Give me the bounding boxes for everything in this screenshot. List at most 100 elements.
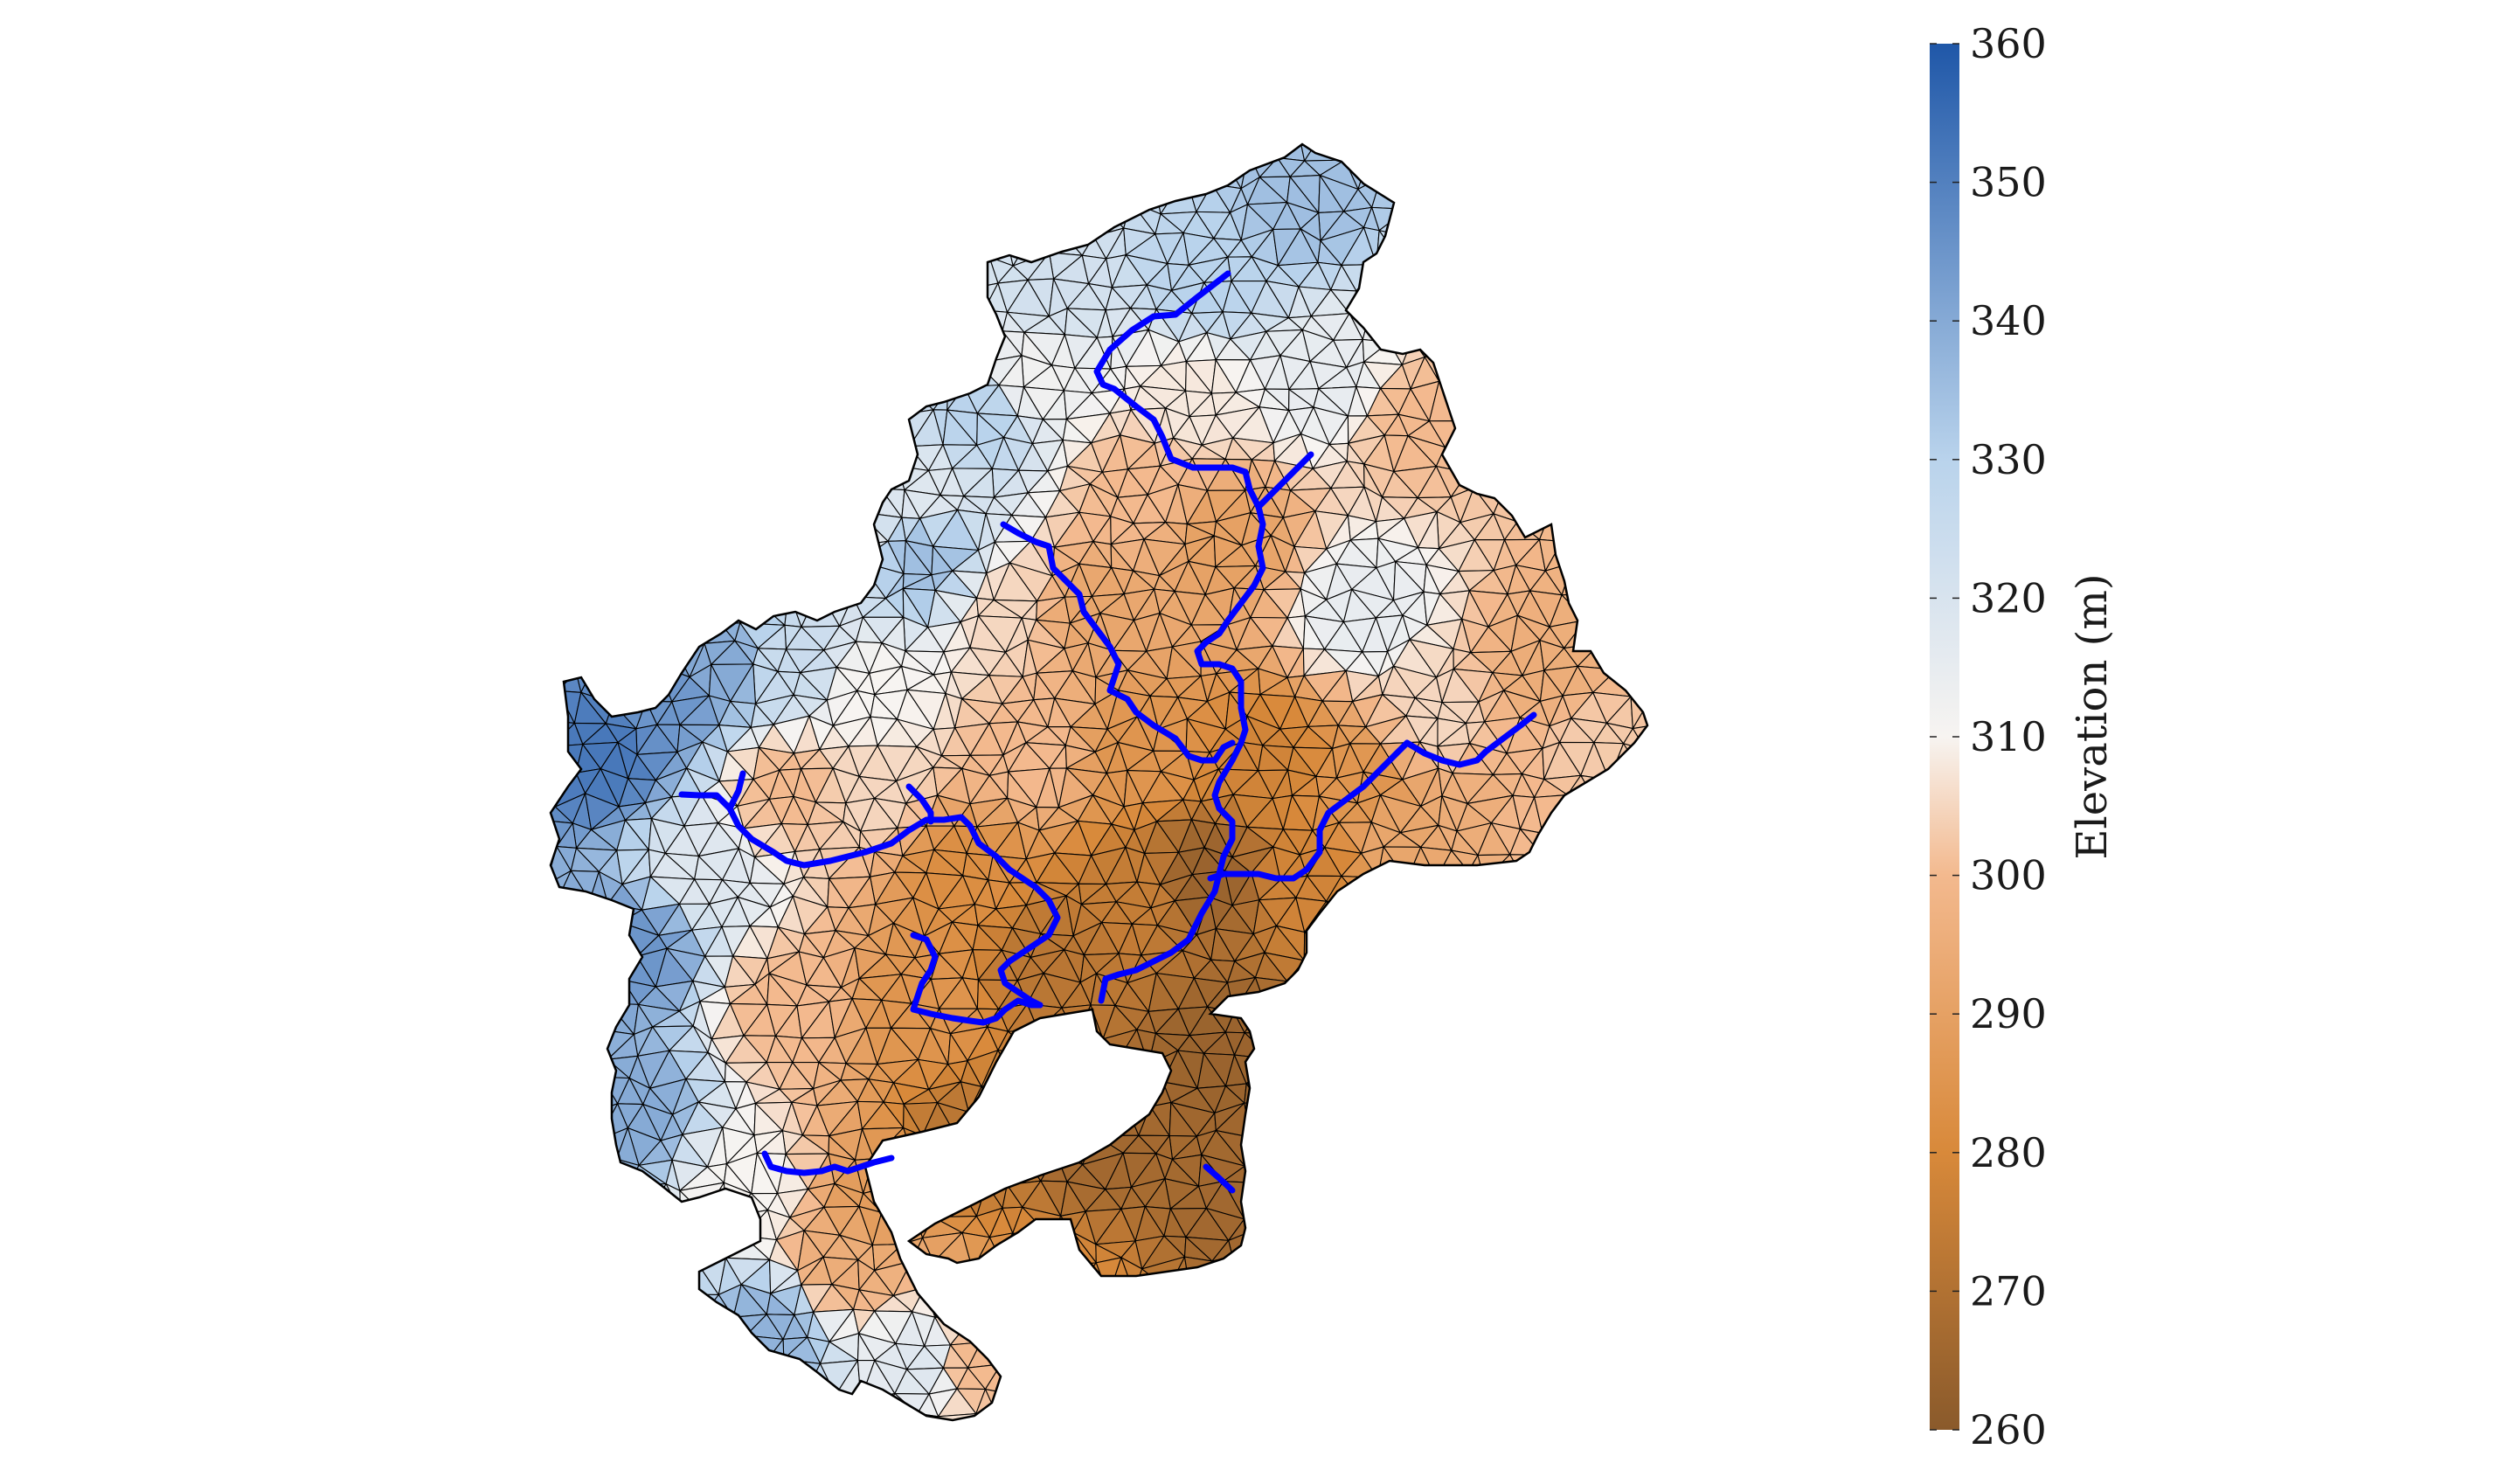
mesh-cell — [1378, 954, 1406, 981]
mesh-cell — [719, 236, 749, 260]
mesh-cell — [532, 336, 551, 361]
mesh-cell — [551, 972, 575, 1001]
mesh-cell — [709, 464, 741, 493]
mesh-cell — [898, 335, 919, 365]
mesh-cell — [1673, 1159, 1690, 1192]
mesh-cell — [521, 1318, 547, 1344]
mesh-cell — [1020, 144, 1044, 163]
mesh-cell — [1584, 615, 1615, 644]
mesh-cell — [610, 1243, 641, 1265]
colorbar-tick-label: 330 — [1970, 436, 2047, 483]
mesh-cell — [1586, 1162, 1632, 1194]
mesh-cell — [1134, 1370, 1169, 1400]
mesh-cell — [1486, 921, 1525, 951]
mesh-cell — [1630, 433, 1647, 460]
mesh-cell — [926, 1439, 953, 1467]
mesh-cell — [1615, 976, 1647, 1011]
mesh-cell — [530, 1440, 558, 1470]
mesh-cell — [1349, 1155, 1382, 1188]
mesh-cell — [1465, 388, 1497, 422]
mesh-cell — [747, 234, 778, 259]
mesh-cell — [1594, 496, 1618, 515]
mesh-cell — [1095, 144, 1123, 164]
mesh-cell — [889, 234, 919, 266]
mesh-cell — [888, 1439, 926, 1474]
mesh-cell — [1366, 1437, 1401, 1465]
mesh-cell — [871, 406, 889, 435]
mesh-cell — [579, 1314, 613, 1338]
mesh-cell — [1313, 1314, 1339, 1338]
mesh-cell — [905, 207, 937, 236]
mesh-cell — [849, 465, 882, 495]
mesh-cell — [777, 357, 814, 390]
mesh-cell — [558, 1255, 585, 1284]
mesh-cell — [729, 213, 771, 238]
mesh-cell — [1467, 440, 1497, 474]
mesh-cell — [1121, 144, 1142, 164]
mesh-cell — [1655, 1059, 1678, 1088]
mesh-cell — [1617, 1025, 1647, 1060]
mesh-cell — [664, 489, 701, 514]
mesh-cell — [1543, 1311, 1581, 1343]
mesh-cell — [1461, 1033, 1495, 1057]
mesh-cell — [1557, 159, 1600, 191]
mesh-cell — [1526, 955, 1550, 988]
mesh-cell — [789, 1440, 824, 1473]
mesh-cell — [892, 206, 926, 236]
mesh-cell — [732, 163, 767, 191]
mesh-cell — [1424, 144, 1467, 161]
mesh-cell — [1019, 1438, 1042, 1462]
mesh-cell — [551, 144, 564, 163]
mesh-cell — [1259, 1102, 1295, 1139]
mesh-cell — [679, 1210, 705, 1238]
mesh-cell — [1193, 1446, 1229, 1468]
mesh-cell — [1509, 854, 1543, 880]
mesh-cell — [1095, 1450, 1120, 1475]
mesh-cell — [888, 1186, 923, 1210]
mesh-cell — [1036, 1337, 1070, 1367]
mesh-cell — [596, 468, 631, 492]
mesh-cell — [1529, 1088, 1571, 1112]
mesh-cell — [935, 229, 973, 254]
mesh-cell — [742, 188, 782, 216]
mesh-cell — [1638, 458, 1647, 494]
mesh-cell — [1593, 896, 1622, 936]
mesh-cell — [1231, 1397, 1261, 1420]
mesh-cell — [676, 1444, 707, 1473]
mesh-cell — [1528, 1051, 1563, 1091]
mesh-cell — [575, 642, 593, 673]
mesh-cell — [1346, 1080, 1369, 1107]
mesh-cell — [551, 360, 578, 396]
mesh-cell — [704, 177, 733, 203]
mesh-cell — [551, 669, 559, 700]
mesh-cell — [1423, 926, 1455, 960]
mesh-cell — [1654, 693, 1688, 724]
mesh-cell — [839, 406, 873, 437]
mesh-cell — [1442, 1263, 1480, 1293]
mesh-cell — [1553, 1182, 1584, 1211]
mesh-cell — [1422, 286, 1455, 317]
mesh-cell — [557, 980, 579, 1001]
mesh-cell — [763, 311, 800, 345]
mesh-cell — [575, 926, 617, 959]
mesh-cell — [1521, 180, 1557, 214]
mesh-cell — [1515, 407, 1551, 447]
mesh-cell — [688, 1293, 719, 1320]
mesh-cell — [1175, 1294, 1201, 1322]
mesh-cell — [1657, 800, 1684, 829]
mesh-cell — [871, 393, 889, 418]
mesh-cell — [570, 1183, 607, 1210]
mesh-cell — [933, 1442, 973, 1474]
mesh-cell — [1656, 334, 1678, 358]
mesh-cell — [1418, 1134, 1452, 1168]
mesh-cell — [1482, 278, 1514, 308]
mesh-cell — [1592, 853, 1624, 877]
mesh-cell — [1149, 1446, 1185, 1473]
mesh-cell — [700, 1339, 729, 1364]
mesh-cell — [612, 488, 641, 517]
mesh-cell — [1620, 1347, 1647, 1374]
mesh-cell — [967, 144, 1006, 154]
mesh-cell — [1404, 1240, 1432, 1258]
mesh-cell — [1671, 1335, 1704, 1374]
mesh-cell — [1175, 1319, 1201, 1335]
